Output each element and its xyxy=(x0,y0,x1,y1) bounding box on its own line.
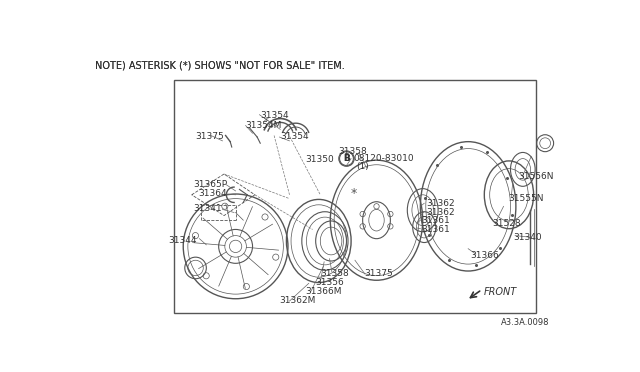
Bar xyxy=(174,80,536,312)
Text: *: * xyxy=(350,187,356,200)
Text: NOTE) ASTERISK (*) SHOWS "NOT FOR SALE" ITEM.: NOTE) ASTERISK (*) SHOWS "NOT FOR SALE" … xyxy=(95,60,345,70)
Text: 31361: 31361 xyxy=(421,225,450,234)
Text: 31354M: 31354M xyxy=(245,121,281,130)
Text: 31375: 31375 xyxy=(364,269,393,279)
Text: *: * xyxy=(264,117,269,126)
Text: 08120-83010: 08120-83010 xyxy=(353,154,414,163)
Text: 31361: 31361 xyxy=(421,217,450,225)
Text: 31354: 31354 xyxy=(280,132,309,141)
Text: (1): (1) xyxy=(356,163,369,171)
Text: 31354: 31354 xyxy=(260,111,289,120)
Text: 31358: 31358 xyxy=(338,147,367,156)
Text: 31362: 31362 xyxy=(426,208,454,217)
Text: FRONT: FRONT xyxy=(484,287,516,297)
Text: 31528: 31528 xyxy=(493,219,522,228)
Text: 31341: 31341 xyxy=(193,204,222,213)
Text: 31366M: 31366M xyxy=(305,287,341,296)
Circle shape xyxy=(339,151,354,166)
Text: B: B xyxy=(343,154,349,163)
Text: 31362: 31362 xyxy=(426,199,454,208)
Text: 31350: 31350 xyxy=(305,155,333,164)
Text: 31362M: 31362M xyxy=(280,296,316,305)
Text: 31365P: 31365P xyxy=(193,180,227,189)
Text: 31356: 31356 xyxy=(316,278,344,287)
Text: 31358: 31358 xyxy=(320,269,349,278)
Text: 31340: 31340 xyxy=(513,232,541,241)
Text: 31555N: 31555N xyxy=(508,194,543,203)
Text: 31366: 31366 xyxy=(470,251,499,260)
Text: B: B xyxy=(343,154,350,163)
Text: 31375: 31375 xyxy=(195,132,223,141)
Text: NOTE) ASTERISK (*) SHOWS "NOT FOR SALE" ITEM.: NOTE) ASTERISK (*) SHOWS "NOT FOR SALE" … xyxy=(95,60,345,70)
Text: 31344: 31344 xyxy=(168,235,196,245)
Text: 31364: 31364 xyxy=(198,189,227,198)
Text: 31556N: 31556N xyxy=(518,172,554,181)
Text: A3.3A.0098: A3.3A.0098 xyxy=(501,318,550,327)
